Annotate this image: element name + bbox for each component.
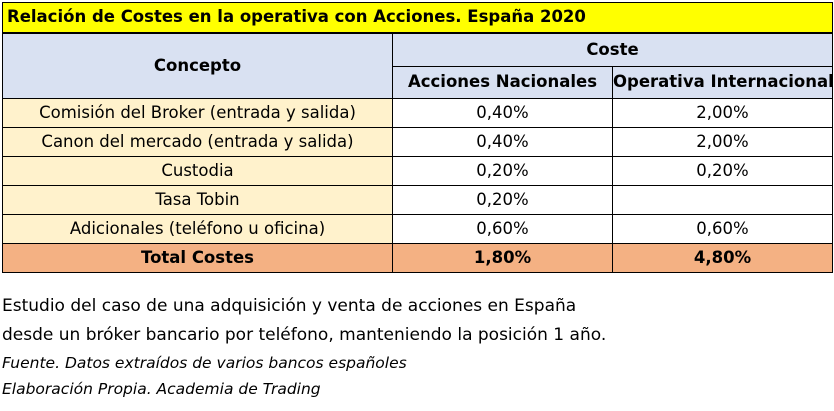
cost-header: Coste	[391, 32, 834, 67]
concept-header: Concepto	[2, 32, 393, 99]
concept-cell: Tasa Tobin	[2, 185, 393, 215]
table-row: Canon del mercado (entrada y salida) 0,4…	[2, 127, 834, 157]
total-row: Total Costes 1,80% 4,80%	[2, 243, 834, 273]
table-row: Adicionales (teléfono u oficina) 0,60% 0…	[2, 214, 834, 244]
column-header-nacional: Acciones Nacionales	[392, 65, 613, 100]
internacional-cell: 2,00%	[611, 98, 834, 128]
internacional-cell	[611, 185, 834, 215]
table-title: Relación de Costes en la operativa con A…	[1, 2, 834, 34]
cost-table-container: Relación de Costes en la operativa con A…	[1, 2, 834, 273]
total-internacional: 4,80%	[611, 243, 834, 273]
table-row: Tasa Tobin 0,20%	[2, 185, 834, 215]
internacional-cell: 0,60%	[611, 214, 834, 244]
header-row-sub: Acciones Nacionales Operativa Internacio…	[3, 65, 834, 100]
study-description-line-2: desde un bróker bancario por teléfono, m…	[2, 325, 607, 345]
credit-note: Elaboración Propia. Academia de Trading	[2, 380, 321, 398]
nacional-cell: 0,20%	[392, 156, 613, 186]
title-row: Relación de Costes en la operativa con A…	[1, 2, 834, 34]
source-note: Fuente. Datos extraídos de varios bancos…	[2, 354, 407, 372]
nacional-cell: 0,40%	[392, 127, 613, 157]
total-label: Total Costes	[2, 243, 393, 273]
concept-cell: Canon del mercado (entrada y salida)	[2, 127, 393, 157]
nacional-cell: 0,40%	[392, 98, 613, 128]
column-header-internacional: Operativa Internacional	[611, 65, 834, 100]
study-description-line-1: Estudio del caso de una adquisición y ve…	[2, 296, 577, 316]
internacional-cell: 2,00%	[611, 127, 834, 157]
internacional-cell: 0,20%	[611, 156, 834, 186]
total-nacional: 1,80%	[392, 243, 613, 273]
concept-cell: Comisión del Broker (entrada y salida)	[2, 98, 393, 128]
header-row-top: Concepto Coste	[2, 32, 834, 99]
concept-cell: Adicionales (teléfono u oficina)	[2, 214, 393, 244]
table-row: Custodia 0,20% 0,20%	[2, 156, 834, 186]
concept-cell: Custodia	[2, 156, 393, 186]
notes-block: Estudio del caso de una adquisición y ve…	[2, 292, 832, 402]
table-row: Comisión del Broker (entrada y salida) 0…	[2, 98, 834, 128]
cost-table: Relación de Costes en la operativa con A…	[1, 2, 834, 273]
nacional-cell: 0,20%	[392, 185, 613, 215]
nacional-cell: 0,60%	[392, 214, 613, 244]
